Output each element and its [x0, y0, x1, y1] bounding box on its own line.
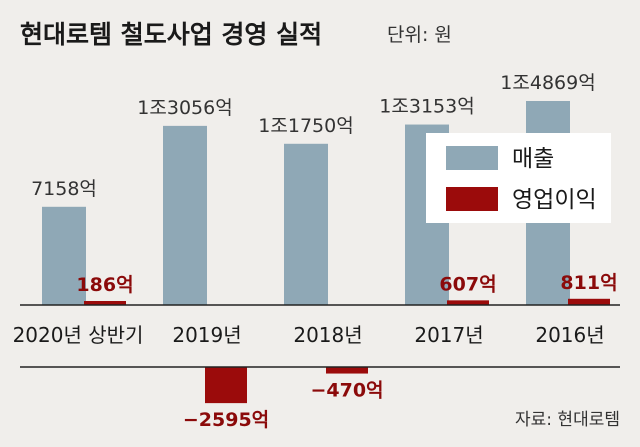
bar-operating-profit-2: [326, 367, 368, 374]
source-note: 자료: 현대로템: [515, 410, 620, 430]
bar-revenue-0: [42, 206, 86, 305]
data-label-operating-profit-2: −470억: [310, 380, 383, 402]
x-tick-label-1: 2019년: [172, 323, 241, 347]
chart-unit: 단위: 원: [387, 24, 452, 46]
chart-title: 현대로템 철도사업 경영 실적: [20, 20, 322, 49]
legend-label-revenue: 매출: [512, 146, 554, 172]
data-label-revenue-1: 1조3056억: [137, 97, 232, 119]
data-label-revenue-3: 1조3153억: [379, 96, 474, 118]
legend-label-operating-profit: 영업이익: [512, 187, 597, 213]
x-tick-label-0: 2020년 상반기: [13, 323, 144, 347]
x-tick-label-3: 2017년: [414, 323, 483, 347]
legend-swatch-operating-profit: [446, 187, 498, 211]
bar-revenue-1: [163, 125, 207, 306]
bar-operating-profit-3: [447, 300, 489, 305]
data-label-revenue-0: 7158억: [31, 178, 97, 200]
legend-swatch-revenue: [446, 146, 498, 170]
data-label-operating-profit-4: 811억: [560, 272, 617, 294]
bar-operating-profit-4: [568, 298, 610, 305]
data-label-operating-profit-1: −2595억: [183, 409, 269, 431]
data-label-operating-profit-0: 186억: [76, 274, 133, 296]
bar-operating-profit-0: [84, 301, 126, 305]
data-label-operating-profit-3: 607억: [439, 273, 496, 295]
x-tick-label-4: 2016년: [535, 323, 604, 347]
data-label-revenue-4: 1조4869억: [500, 72, 595, 94]
x-tick-label-2: 2018년: [293, 323, 362, 347]
bar-revenue-2: [284, 143, 328, 305]
bar-operating-profit-1: [205, 367, 247, 404]
data-label-revenue-2: 1조1750억: [258, 115, 353, 137]
